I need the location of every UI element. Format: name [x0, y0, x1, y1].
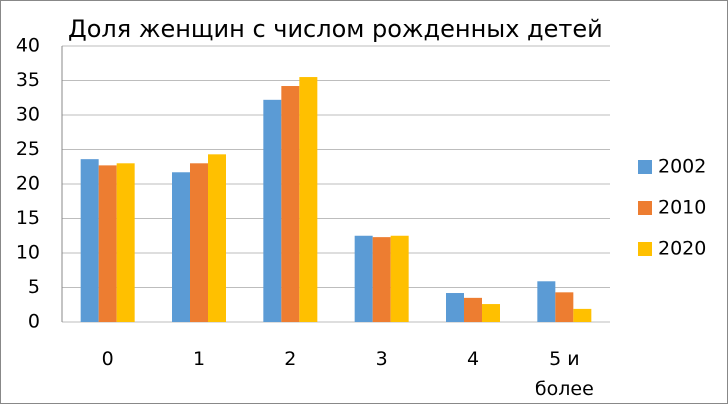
y-tick-label: 5 [28, 276, 40, 298]
y-tick-label: 35 [16, 69, 40, 91]
bar [464, 297, 482, 322]
bar [372, 237, 391, 322]
bar [208, 154, 226, 322]
bar [354, 235, 373, 322]
legend-swatch [638, 160, 652, 174]
bar [555, 292, 574, 322]
y-tick-label: 0 [28, 311, 40, 333]
legend-swatch [638, 242, 652, 256]
chart-title: Доля женщин с числом рожденных детей [68, 15, 603, 43]
x-tick-label: 1 [192, 348, 206, 370]
bar [116, 163, 135, 322]
x-tick-label: 3 [375, 348, 388, 370]
y-tick-label: 30 [16, 104, 40, 126]
bar [172, 172, 190, 322]
x-tick-label: 5 и более [534, 348, 594, 400]
y-tick-label: 40 [16, 35, 40, 57]
y-tick-label: 25 [16, 138, 40, 160]
bar [281, 86, 300, 323]
legend-label: 2002 [658, 156, 706, 178]
x-tick-label: 2 [284, 348, 297, 370]
x-tick-label: 0 [101, 348, 114, 370]
bar [80, 159, 99, 322]
x-tick-label: 4 [466, 348, 480, 370]
bar [446, 293, 464, 322]
bar [573, 308, 592, 322]
bar [390, 235, 409, 322]
y-tick-label: 10 [16, 242, 40, 264]
bar [263, 99, 282, 322]
bar [98, 165, 117, 322]
bar [299, 77, 318, 322]
bar [482, 304, 500, 322]
y-tick-label: 20 [16, 173, 40, 195]
legend-label: 2020 [658, 238, 706, 260]
bar [190, 163, 208, 322]
bar [537, 281, 556, 322]
legend-label: 2010 [658, 197, 706, 219]
y-tick-label: 15 [16, 207, 40, 229]
legend-swatch [638, 201, 652, 215]
